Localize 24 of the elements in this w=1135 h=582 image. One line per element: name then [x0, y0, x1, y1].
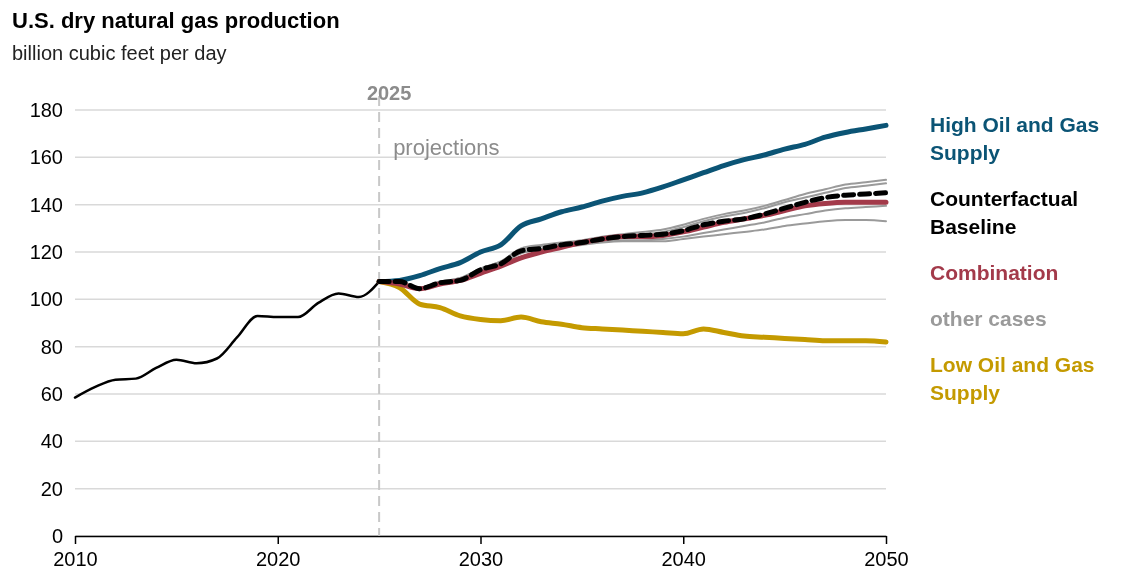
- text: Low Oil and Gas Supply: [930, 353, 1095, 404]
- y-tick-label: 40: [40, 430, 63, 453]
- x-tick-label: 2040: [661, 548, 706, 571]
- y-tick-label: 20: [40, 477, 63, 500]
- chart-subtitle: billion cubic feet per day: [12, 42, 227, 64]
- x-tick-label: 2020: [256, 548, 301, 571]
- y-tick-label: 0: [51, 524, 63, 547]
- annotation: projections: [393, 135, 500, 160]
- y-tick-label: 180: [29, 98, 63, 121]
- text: other cases: [930, 307, 1047, 330]
- y-tick-label: 60: [40, 382, 63, 405]
- ref-line-label: 2025: [366, 82, 412, 104]
- chart-title: U.S. dry natural gas production: [12, 8, 340, 33]
- x-tick-label: 2030: [458, 548, 504, 571]
- y-tick-label: 80: [40, 335, 63, 358]
- y-tick-label: 120: [29, 240, 63, 263]
- x-tick-label: 2050: [864, 548, 909, 571]
- x-tick-label: 2010: [53, 548, 98, 571]
- y-tick-label: 140: [29, 193, 63, 216]
- y-tick-label: 160: [29, 146, 63, 169]
- y-tick-label: 100: [29, 288, 63, 311]
- text: Counterfactual Baseline: [930, 187, 1079, 238]
- text: High Oil and Gas Supply: [930, 113, 1100, 164]
- text: Combination: [930, 261, 1059, 284]
